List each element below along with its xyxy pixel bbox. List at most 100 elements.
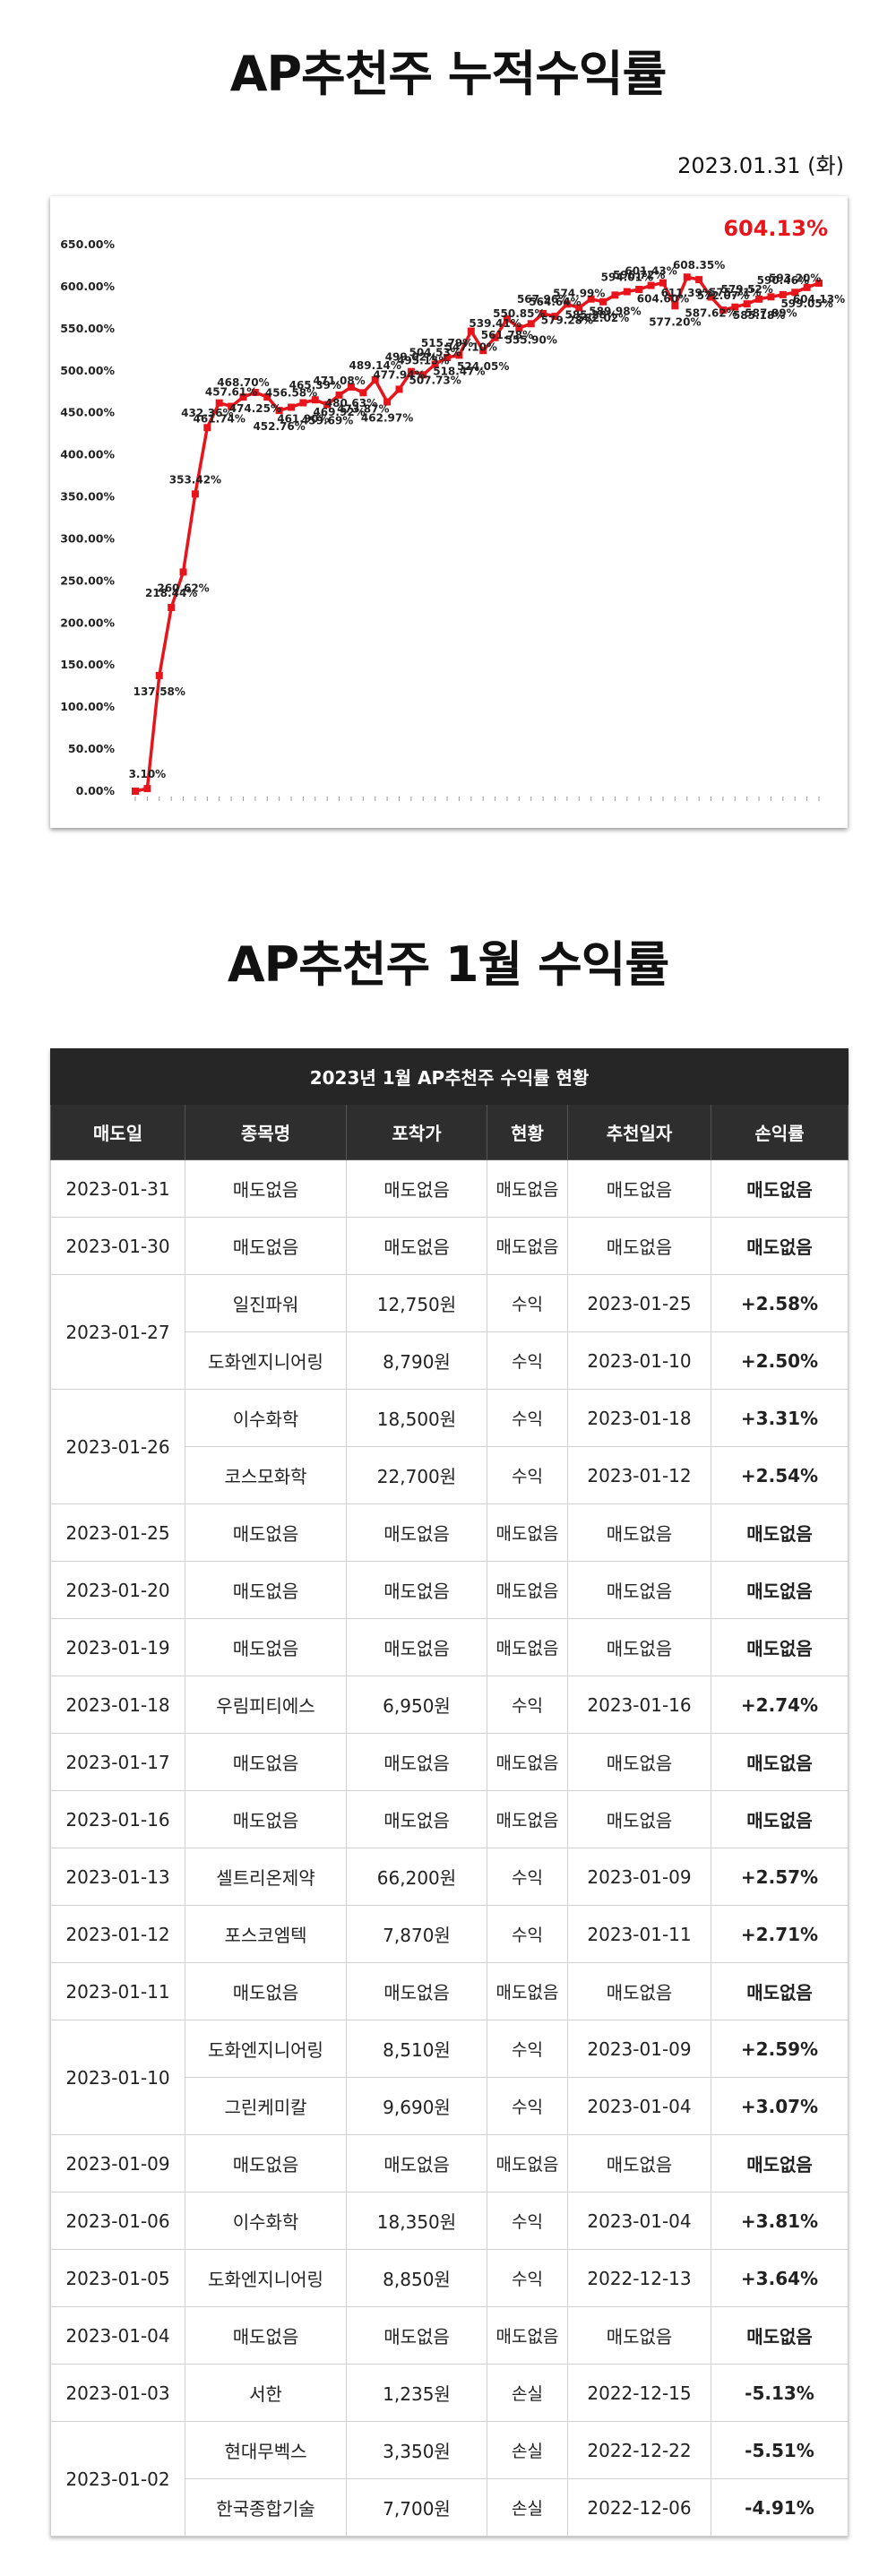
recommend-date-cell: 2022-12-15 (567, 2364, 711, 2422)
y-tick-label: 500.00% (60, 364, 115, 377)
table-row: 2023-01-10 도화엔지니어링 8,510원 수익 2023-01-09 +2.59… (50, 2020, 849, 2135)
recommend-date-cell: 2023-01-16 (567, 1676, 711, 1734)
y-tick-label: 450.00% (60, 406, 115, 419)
stock-name-cell: 도화엔지니어링 (185, 1331, 347, 1390)
data-label: 469.92% (313, 406, 365, 418)
status-cell: 손실 (487, 2421, 568, 2479)
stock-name-cell: 한국종합기술 (185, 2478, 347, 2537)
data-point (719, 306, 727, 314)
data-point (168, 604, 176, 612)
column-header: 종목명 (185, 1104, 347, 1160)
return-rate-cell: +3.81% (710, 2192, 849, 2250)
stock-name-cell: 그린케미칼 (185, 2077, 347, 2135)
entry-price-cell: 매도없음 (346, 2306, 487, 2365)
table-row: 도화엔지니어링 8,790원 수익 2023-01-10 +2.50% (51, 1331, 849, 1390)
data-label: 260.62% (157, 582, 209, 594)
stock-name-cell: 매도없음 (185, 1217, 347, 1275)
status-cell: 매도없음 (487, 2306, 568, 2365)
column-header: 추천일자 (567, 1104, 711, 1160)
data-point (275, 407, 283, 415)
recommend-date-cell: 2023-01-11 (567, 1905, 711, 1963)
data-label: 432.36% (181, 407, 233, 419)
sell-date-cell: 2023-01-18 (50, 1676, 185, 1734)
data-label: 518.47% (433, 365, 485, 377)
data-label: 507.73% (409, 375, 461, 387)
data-point (743, 300, 751, 308)
data-label: 474.25% (229, 402, 281, 415)
data-point (191, 490, 199, 498)
data-label: 579.52% (721, 283, 773, 296)
data-point (623, 288, 631, 296)
status-cell: 매도없음 (487, 1962, 568, 2020)
sell-date-cell: 2023-01-25 (50, 1503, 185, 1562)
table-body: 2023-01-31 매도없음 매도없음 매도없음 매도없음 매도없음 2023-01-30… (50, 1159, 849, 2537)
status-cell: 매도없음 (487, 1733, 568, 1791)
status-cell: 수익 (487, 2249, 568, 2307)
table-row: 2023-01-19 매도없음 매도없음 매도없음 매도없음 매도없음 (50, 1618, 849, 1676)
entry-price-cell: 매도없음 (346, 1618, 487, 1676)
stock-name-cell: 매도없음 (185, 1159, 347, 1218)
stock-name-cell: 매도없음 (185, 1790, 347, 1848)
y-tick-label: 150.00% (60, 658, 115, 671)
return-rate-cell: 매도없음 (710, 1159, 849, 1218)
status-cell: 수익 (487, 2020, 568, 2078)
table-row: 2023-01-12 포스코엠텍 7,870원 수익 2023-01-11 +2.71% (50, 1905, 849, 1963)
data-label: 585.28% (564, 309, 616, 322)
return-rate-cell: 매도없음 (710, 2306, 849, 2365)
data-label: 589.98% (589, 305, 641, 317)
column-header: 포착가 (346, 1104, 487, 1160)
data-label: 499.02% (385, 351, 437, 364)
status-cell: 수익 (487, 1389, 568, 1447)
recommend-date-cell: 2022-12-22 (567, 2421, 711, 2479)
entry-price-cell: 8,850원 (346, 2249, 487, 2307)
y-tick-label: 250.00% (60, 573, 115, 587)
data-point (647, 281, 655, 289)
data-point (815, 280, 823, 288)
return-rate-cell: 매도없음 (710, 1790, 849, 1848)
y-tick-label: 0.00% (76, 784, 116, 797)
report-date: 2023.01.31 (화) (677, 153, 844, 178)
data-point (467, 327, 475, 335)
table-row: 2023-01-03 서한 1,235원 손실 2022-12-15 -5.13% (50, 2364, 849, 2422)
data-label: 604.60% (637, 293, 689, 306)
table-row: 2023-01-31 매도없음 매도없음 매도없음 매도없음 매도없음 (50, 1159, 849, 1218)
data-label: 462.97% (361, 412, 413, 425)
data-label: 495.15% (397, 354, 449, 366)
series-line (134, 275, 820, 793)
status-cell: 수익 (487, 2192, 568, 2250)
data-label: 611.39% (661, 287, 713, 299)
recommend-date-cell: 2023-01-18 (567, 1389, 711, 1447)
data-point (203, 424, 211, 432)
entry-price-cell: 18,350원 (346, 2192, 487, 2250)
status-cell: 매도없음 (487, 1503, 568, 1562)
data-point (515, 324, 523, 332)
return-rate-cell: +2.50% (710, 1331, 849, 1390)
data-point (599, 297, 607, 306)
data-point (323, 401, 332, 409)
data-point (263, 393, 271, 401)
data-label: 604.13% (793, 293, 845, 306)
data-label: 582.02% (577, 312, 629, 324)
table-row: 2023-01-09 매도없음 매도없음 매도없음 매도없음 매도없음 (50, 2134, 849, 2193)
status-cell: 수익 (487, 2077, 568, 2135)
data-label: 465.39% (289, 379, 341, 392)
column-header: 손익률 (710, 1104, 849, 1160)
data-label: 590.46% (757, 274, 809, 287)
return-rate-cell: +2.54% (710, 1446, 849, 1504)
data-point (695, 276, 703, 284)
stock-name-cell: 매도없음 (185, 1561, 347, 1619)
data-point (143, 785, 151, 793)
data-point (407, 367, 415, 375)
return-rate-cell: +2.59% (710, 2020, 849, 2078)
data-label: 555.90% (505, 333, 557, 346)
recommend-date-cell: 2023-01-04 (567, 2192, 711, 2250)
data-point (731, 303, 739, 311)
return-rate-cell: +2.58% (710, 1274, 849, 1332)
data-label: 587.89% (745, 306, 797, 319)
table-row: 그린케미칼 9,690원 수익 2023-01-04 +3.07% (51, 2077, 849, 2135)
data-label: 461.90% (277, 413, 329, 426)
y-tick-label: 600.00% (60, 280, 115, 293)
return-rate-cell: -4.91% (710, 2478, 849, 2537)
data-point (383, 398, 392, 406)
data-point (215, 399, 223, 407)
